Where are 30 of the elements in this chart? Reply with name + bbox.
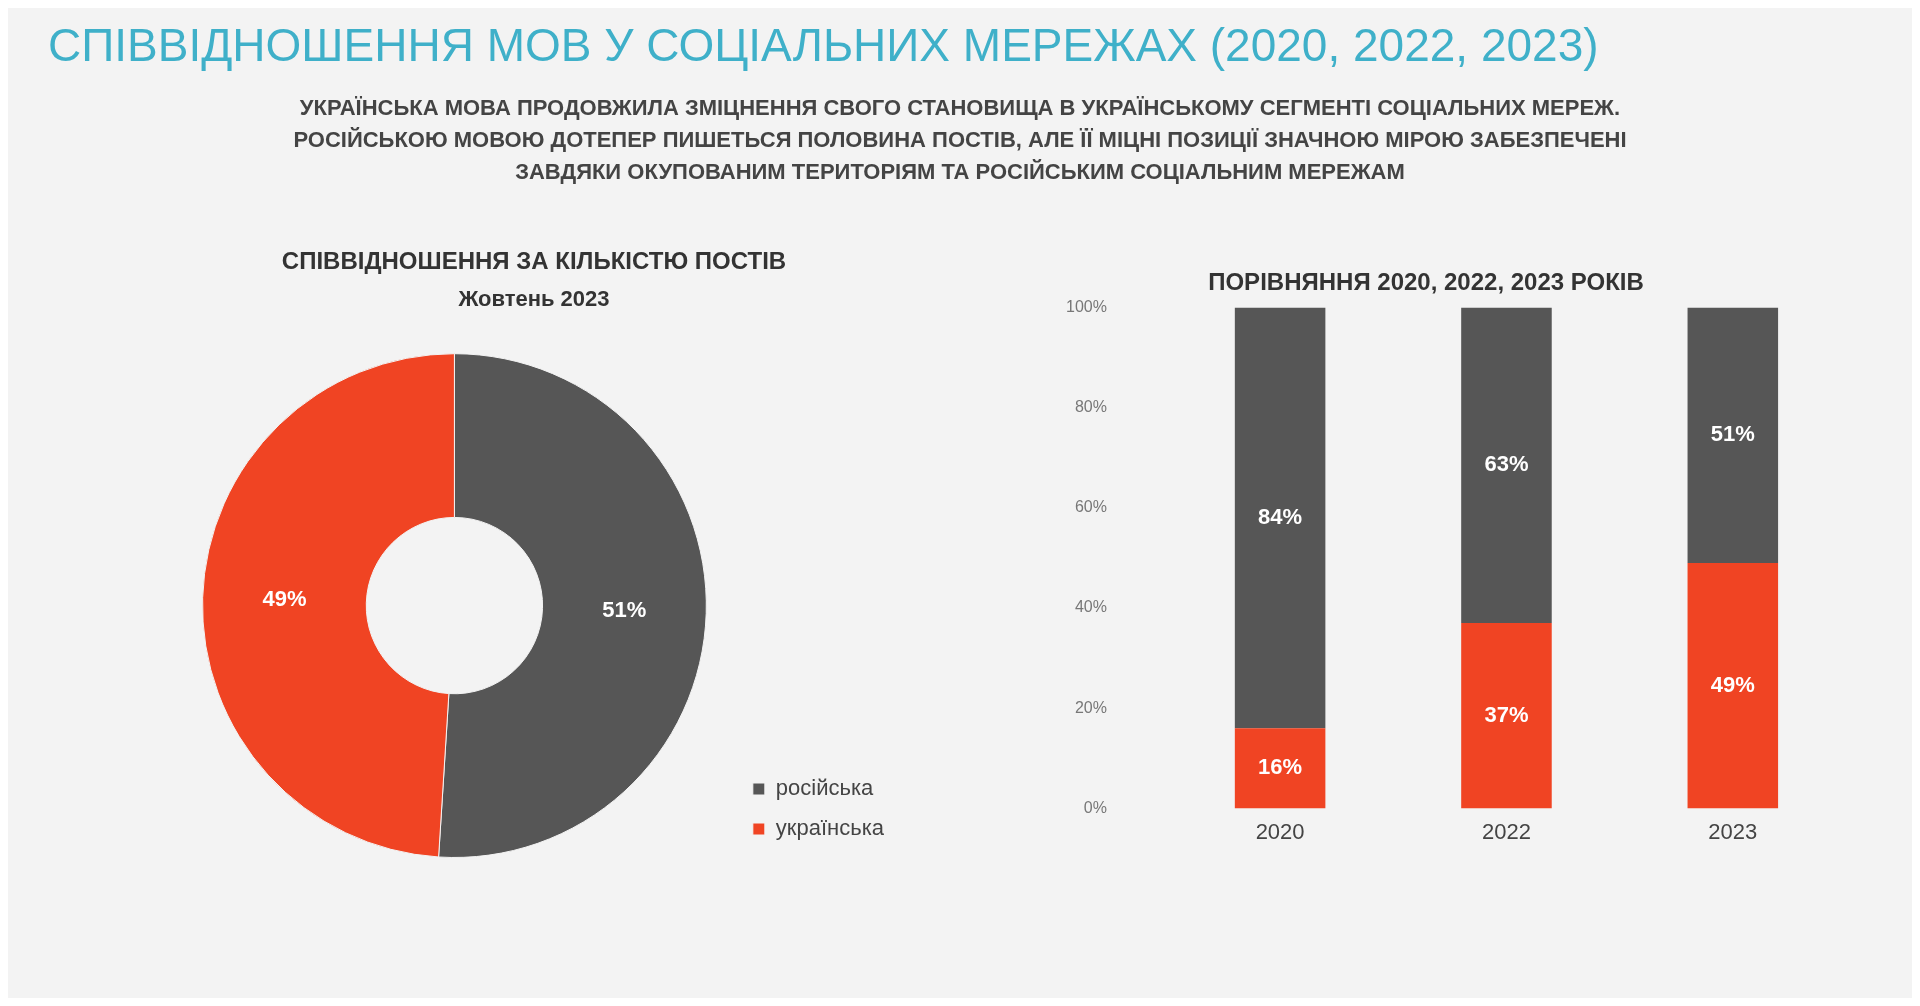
x-tick-label: 2023 bbox=[1708, 818, 1758, 844]
data-label: 51% bbox=[602, 596, 647, 622]
y-tick-label: 20% bbox=[1074, 698, 1107, 716]
legend-label: українська bbox=[775, 814, 885, 840]
data-label: 63% bbox=[1484, 451, 1529, 477]
y-tick-label: 60% bbox=[1074, 498, 1107, 515]
data-label: 49% bbox=[262, 585, 307, 611]
chart-title: ПОРІВНЯННЯ 2020, 2022, 2023 РОКІВ bbox=[1208, 267, 1644, 295]
data-label: 84% bbox=[1258, 503, 1303, 529]
x-tick-label: 2020 bbox=[1255, 818, 1305, 844]
bar bbox=[1234, 727, 1326, 809]
data-label: 37% bbox=[1484, 701, 1529, 727]
data-label: 49% bbox=[1710, 671, 1755, 697]
chart-title: СПІВВІДНОШЕННЯ ЗА КІЛЬКІСТЮ ПОСТІВ bbox=[281, 246, 787, 274]
y-tick-label: 100% bbox=[1066, 297, 1107, 315]
y-tick-label: 40% bbox=[1074, 598, 1107, 616]
text: СПІВВІДНОШЕННЯ МОВ У СОЦІАЛЬНИХ МЕРЕЖАХ (2020, 2022, 2023) bbox=[48, 18, 1600, 72]
bar bbox=[1461, 622, 1552, 809]
bar bbox=[1687, 307, 1779, 563]
y-tick-label: 0% bbox=[1083, 798, 1107, 816]
text: УКРАЇНСЬКА МОВА ПРОДОВЖИЛА ЗМІЦНЕННЯ СВОГО СТАНОВИЩА В УКРАЇНСЬКОМУ СЕГМЕНТІ СОЦІАЛЬНИХ МЕРЕЖ. РОСІЙСЬКОЮ МОВОЮ ДОТЕПЕР ПИШЕТЬСЯ ПОЛОВИНА ПОСТІВ, АЛЕ ЇЇ МІЦНІ ПОЗИЦІЇ ЗНАЧНОЮ МІРОЮ ЗАБЕЗПЕЧЕНІ ЗАВДЯКИ ОКУПОВАНИМ ТЕРИТОРІЯМ ТА РОСІЙСЬКИМ СОЦІАЛЬНИМ МЕРЕЖАМ bbox=[292, 94, 1628, 186]
bar bbox=[1461, 307, 1552, 623]
legend-label: російська bbox=[775, 774, 875, 800]
data-label: 51% bbox=[1710, 421, 1755, 447]
data-label: 16% bbox=[1258, 754, 1303, 780]
bar bbox=[1687, 562, 1779, 809]
y-tick-label: 80% bbox=[1074, 397, 1107, 415]
chart-subtitle: Жовтень 2023 bbox=[457, 285, 610, 311]
bar bbox=[1234, 307, 1326, 728]
x-tick-label: 2022 bbox=[1481, 818, 1531, 844]
